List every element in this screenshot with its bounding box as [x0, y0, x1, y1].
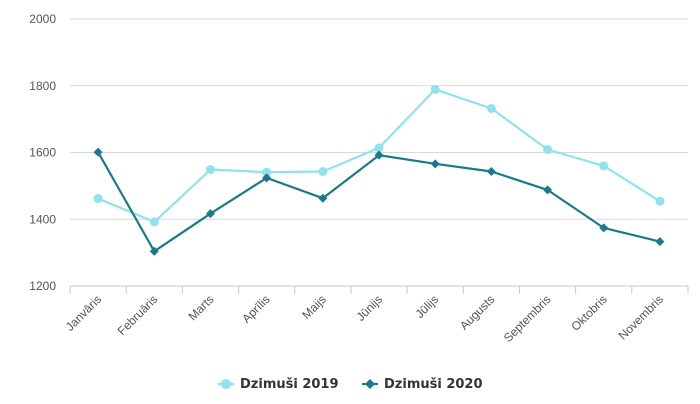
data-point — [655, 237, 665, 247]
data-point — [205, 165, 215, 175]
x-tick-label: Februāris — [115, 292, 161, 338]
y-tick-label: 2000 — [29, 12, 56, 26]
x-tick-label: Septembris — [501, 292, 554, 345]
data-point — [374, 143, 384, 153]
y-tick-label: 1200 — [29, 279, 56, 293]
legend-marker — [365, 379, 375, 389]
data-point — [93, 194, 103, 204]
y-tick-label: 1800 — [29, 79, 56, 93]
series-group — [93, 84, 665, 256]
data-point — [655, 196, 665, 206]
legend-item-1[interactable]: Dzimuši 2019 — [218, 377, 339, 392]
data-point — [374, 150, 384, 160]
y-axis: 1200 1400 1600 1800 2000 — [29, 12, 56, 293]
y-tick-label: 1600 — [29, 146, 56, 160]
x-tick-label: Marts — [185, 292, 216, 323]
x-axis: Janvāris Februāris Marts Aprīlis Maijs Jūnijs… — [63, 285, 689, 345]
data-point — [318, 167, 328, 177]
data-point — [430, 84, 440, 94]
data-point — [486, 103, 496, 113]
y-tick-label: 1400 — [29, 212, 56, 226]
x-tick-label: Novembris — [616, 292, 666, 342]
data-point — [149, 246, 159, 256]
legend[interactable]: Dzimuši 2019 Dzimuši 2020 — [218, 377, 483, 392]
data-point — [599, 223, 609, 233]
data-point — [430, 159, 440, 169]
x-tick-label: Maijs — [299, 292, 329, 322]
data-point — [205, 209, 215, 219]
x-tick-label: Jūlijs — [413, 292, 442, 321]
data-point — [599, 161, 609, 171]
legend-label: Dzimuši 2019 — [240, 377, 339, 392]
x-tick-label: Oktobris — [568, 292, 609, 333]
x-tick-label: Aprīlis — [239, 292, 272, 325]
data-point — [93, 147, 103, 157]
data-point — [543, 144, 553, 154]
x-tick-label: Augusts — [457, 292, 498, 333]
data-point — [149, 217, 159, 227]
data-point — [262, 167, 272, 177]
series-line-2 — [97, 151, 661, 253]
legend-item-2[interactable]: Dzimuši 2020 — [362, 377, 483, 392]
data-point — [262, 173, 272, 183]
x-tick-label: Janvāris — [63, 292, 104, 333]
data-point — [543, 185, 553, 195]
data-point — [486, 167, 496, 177]
x-tick-label: Jūnijs — [354, 292, 386, 324]
legend-marker — [221, 379, 231, 389]
legend-label: Dzimuši 2020 — [384, 377, 483, 392]
data-point — [318, 193, 328, 203]
